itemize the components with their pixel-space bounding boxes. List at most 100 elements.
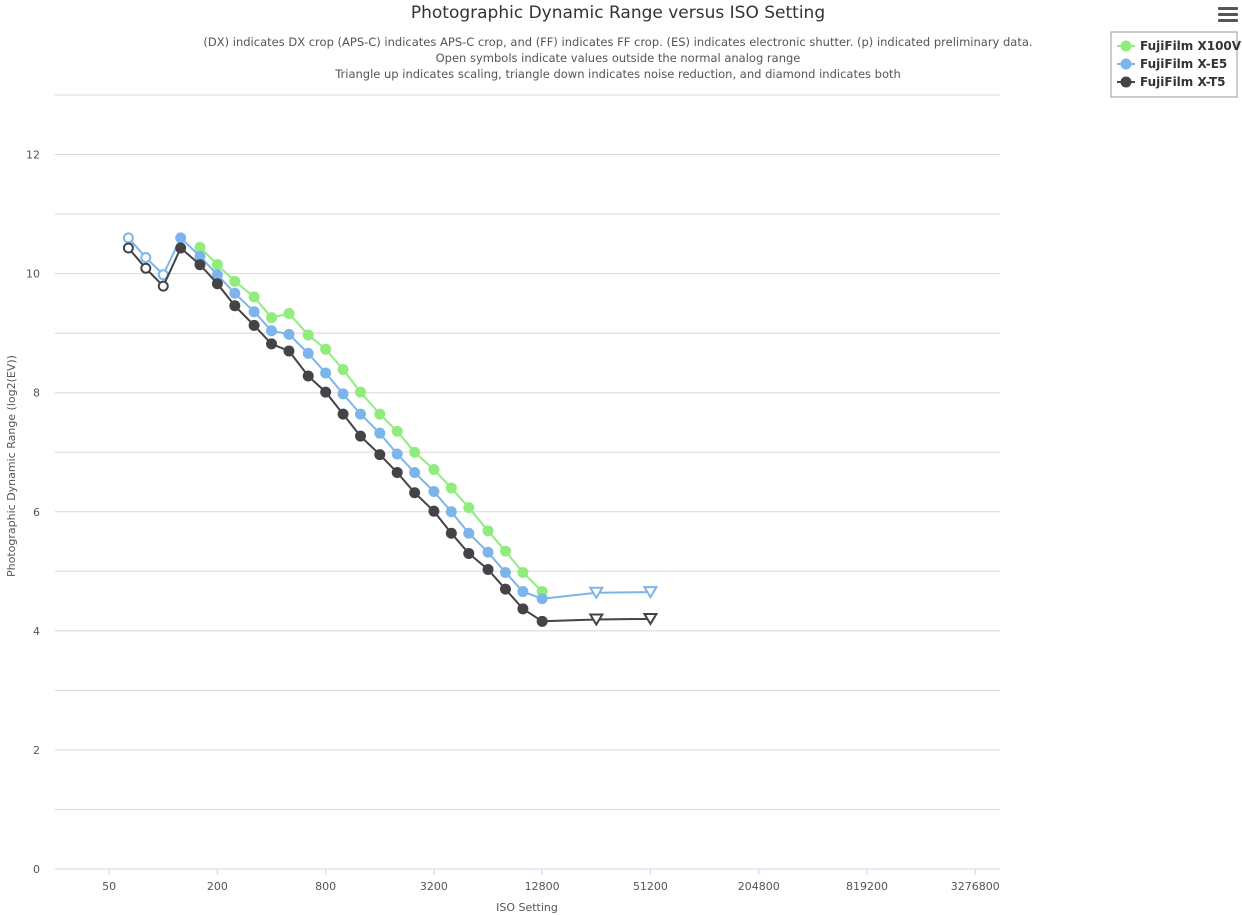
data-point[interactable] [194,259,206,271]
data-point[interactable] [302,329,314,341]
data-point[interactable] [320,367,332,379]
data-point[interactable] [337,388,349,400]
data-point[interactable] [391,466,403,478]
legend-item[interactable]: FujiFilm X100V [1117,39,1242,53]
data-point-triangle-down[interactable] [642,612,659,626]
data-point[interactable] [320,386,332,398]
data-point[interactable] [517,566,529,578]
data-point[interactable] [374,408,386,420]
data-point[interactable] [194,241,206,253]
data-point[interactable] [211,278,223,290]
data-point[interactable] [463,502,475,514]
data-point-open[interactable] [140,262,152,274]
y-axis-tick-labels: 0 2 4 6 8 10 12 [26,149,40,876]
data-point[interactable] [536,593,548,605]
x-tick-label: 3200 [420,880,448,893]
data-point[interactable] [302,370,314,382]
data-point[interactable] [337,363,349,375]
data-point-triangle-down[interactable] [588,613,605,627]
chart-subtitle-line-1: (DX) indicates DX crop (APS-C) indicates… [203,35,1032,49]
data-point[interactable] [517,603,529,615]
y-tick-label: 0 [33,863,40,876]
data-point[interactable] [175,242,187,254]
data-point[interactable] [266,338,278,350]
legend-label: FujiFilm X100V [1140,39,1242,53]
y-tick-label: 4 [33,625,40,638]
y-tick-label: 6 [33,506,40,519]
data-point[interactable] [211,269,223,281]
series-line [127,246,651,623]
data-point[interactable] [248,319,260,331]
data-point[interactable] [445,527,457,539]
data-point[interactable] [355,386,367,398]
data-point[interactable] [409,487,421,499]
data-point[interactable] [428,463,440,475]
data-point-open[interactable] [122,232,134,244]
y-tick-label: 2 [33,744,40,757]
legend-label: FujiFilm X-T5 [1140,75,1226,89]
y-tick-label: 12 [26,149,40,162]
data-point[interactable] [194,250,206,262]
data-point[interactable] [482,546,494,558]
data-point-open[interactable] [122,242,134,254]
data-point[interactable] [409,446,421,458]
data-point[interactable] [229,287,241,299]
data-point[interactable] [428,486,440,498]
data-point[interactable] [499,566,511,578]
data-point[interactable] [355,430,367,442]
data-point[interactable] [499,545,511,557]
data-point-open[interactable] [140,252,152,264]
legend: FujiFilm X100V FujiFilm X-E5 FujiFilm X-T5 [1110,31,1242,98]
data-point[interactable] [302,347,314,359]
chart-title: Photographic Dynamic Range versus ISO Se… [411,3,825,23]
data-point-open[interactable] [157,280,169,292]
data-point[interactable] [517,586,529,598]
data-point[interactable] [428,505,440,517]
legend-item[interactable]: FujiFilm X-E5 [1117,57,1227,71]
chart-subtitle-line-2: Open symbols indicate values outside the… [436,51,801,65]
data-point[interactable] [337,408,349,420]
legend-symbol-marker [1120,76,1132,88]
x-tick-label: 819200 [846,880,888,893]
data-point[interactable] [175,232,187,244]
series-0 [194,241,548,598]
data-point[interactable] [374,427,386,439]
data-point-triangle-down[interactable] [588,586,605,600]
data-point[interactable] [266,325,278,337]
data-point[interactable] [482,525,494,537]
x-axis-title: ISO Setting [496,901,558,914]
data-point[interactable] [283,328,295,340]
data-point[interactable] [391,448,403,460]
x-axis-tick-labels: 50 200 800 3200 12800 51200 204800 819200 327680… [102,869,1000,893]
x-tick-label: 51200 [633,880,668,893]
x-tick-label: 200 [207,880,228,893]
hamburger-menu-icon[interactable] [1218,7,1238,25]
chart-subtitle-line-3: Triangle up indicates scaling, triangle … [334,67,901,81]
data-point[interactable] [248,306,260,318]
data-point[interactable] [266,312,278,324]
data-point[interactable] [463,527,475,539]
data-point[interactable] [536,615,548,627]
data-point-triangle-down[interactable] [642,586,659,600]
data-point[interactable] [482,564,494,576]
data-point[interactable] [374,449,386,461]
data-point[interactable] [409,466,421,478]
legend-symbol-marker [1120,58,1132,70]
data-point[interactable] [320,343,332,355]
data-point[interactable] [463,547,475,559]
legend-item[interactable]: FujiFilm X-T5 [1117,75,1226,89]
data-point[interactable] [283,308,295,320]
data-point[interactable] [229,300,241,312]
data-point[interactable] [355,408,367,420]
y-tick-label: 8 [33,387,40,400]
data-point[interactable] [499,583,511,595]
data-point[interactable] [445,482,457,494]
data-point[interactable] [211,259,223,271]
y-tick-label: 10 [26,268,40,281]
data-point[interactable] [445,506,457,518]
data-point[interactable] [391,425,403,437]
data-point[interactable] [248,291,260,303]
data-point[interactable] [283,345,295,357]
data-point[interactable] [229,275,241,287]
